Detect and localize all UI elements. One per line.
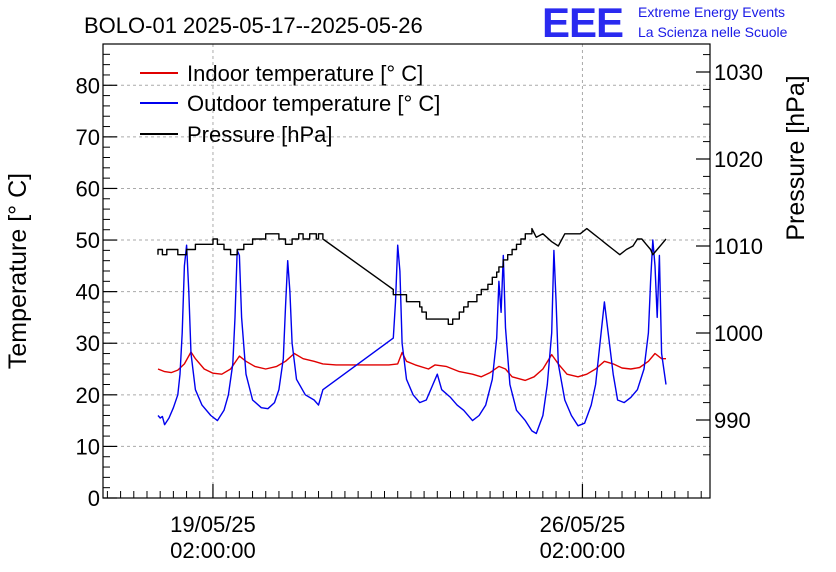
y-tick-label: 30 (76, 331, 100, 356)
series-line-2 (157, 227, 667, 325)
y-tick-label: 20 (76, 383, 100, 408)
y2-tick-label: 1010 (714, 234, 763, 259)
chart-title: BOLO-01 2025-05-17--2025-05-26 (84, 13, 423, 38)
legend-label-0: Indoor temperature [° C] (187, 61, 423, 86)
y2-tick-label: 990 (714, 408, 751, 433)
y-tick-label: 50 (76, 228, 100, 253)
logo-caption-line1: Extreme Energy Events (638, 4, 786, 20)
series-layer (157, 227, 667, 435)
legend-label-1: Outdoor temperature [° C] (187, 91, 440, 116)
legend-label-2: Pressure [hPa] (187, 122, 333, 147)
x-tick-label-date: 19/05/25 (170, 512, 256, 537)
y2-axis-label: Pressure [hPa] (782, 75, 810, 240)
axes-layer: 01020304050607080990100010101020103019/0… (76, 53, 763, 563)
y-tick-label: 70 (76, 125, 100, 150)
y-tick-label: 0 (88, 486, 100, 511)
y-tick-label: 80 (76, 73, 100, 98)
eee-logo: EEE (542, 0, 624, 46)
y2-tick-label: 1000 (714, 321, 763, 346)
y-tick-label: 60 (76, 176, 100, 201)
legend: Indoor temperature [° C] Outdoor temperat… (140, 61, 440, 147)
y2-tick-label: 1030 (714, 60, 763, 85)
x-tick-label-time: 02:00:00 (540, 538, 626, 563)
x-tick-label-date: 26/05/25 (540, 512, 626, 537)
y-tick-label: 40 (76, 280, 100, 305)
series-line-1 (157, 239, 667, 435)
y-tick-label: 10 (76, 434, 100, 459)
logo-caption-line2: La Scienza nelle Scuole (638, 24, 788, 40)
x-tick-label-time: 02:00:00 (170, 538, 256, 563)
series-line-0 (157, 351, 666, 382)
y-axis-label: Temperature [° C] (4, 173, 32, 369)
y2-tick-label: 1020 (714, 147, 763, 172)
